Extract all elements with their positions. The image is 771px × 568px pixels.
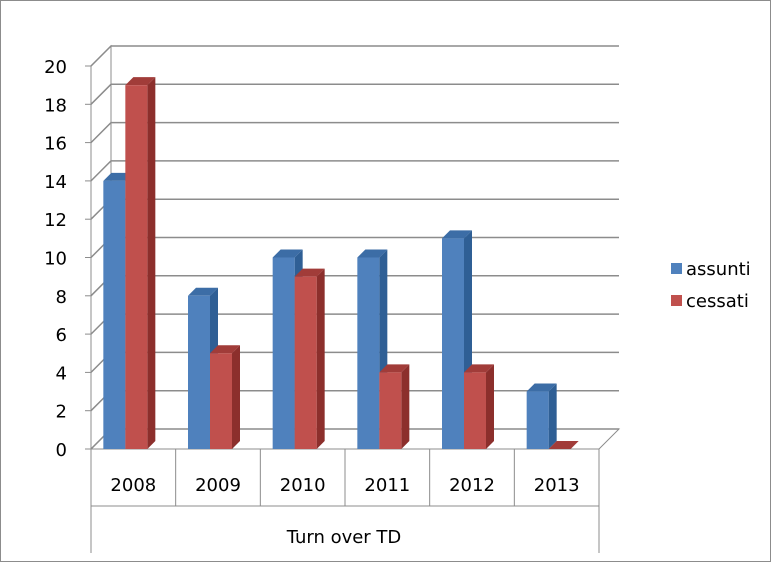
bar-front: [188, 295, 210, 449]
legend-label: cessati: [686, 291, 749, 312]
legend-swatch: [671, 263, 682, 274]
bar-top: [464, 364, 494, 373]
gridline: [90, 121, 619, 144]
y-tick-label: 6: [56, 325, 67, 346]
y-tick-label: 14: [44, 172, 67, 193]
bar-front: [464, 372, 486, 449]
y-tick-label: 2: [56, 402, 67, 423]
x-tick-label: 2008: [110, 475, 156, 496]
x-tick-label: 2012: [449, 475, 495, 496]
y-axis-tick-labels: 0 2 4 6 8 10 12 14 16 18 20: [44, 57, 67, 461]
bar: [548, 441, 579, 449]
gridline: [90, 45, 619, 67]
bar-top: [379, 364, 410, 373]
bar-front: [125, 85, 148, 450]
bar: [379, 364, 410, 449]
bar-front: [442, 238, 464, 449]
bar-top: [125, 77, 156, 86]
bar: [210, 345, 240, 449]
bar-front: [294, 276, 317, 449]
bar-top: [272, 249, 303, 258]
gridline: [90, 313, 619, 335]
bar-side: [316, 268, 325, 449]
bar-side: [548, 383, 557, 449]
x-axis: 2008 2009 2010 2011 2012 2013: [90, 449, 600, 553]
bar: [464, 364, 494, 449]
bar-top: [548, 441, 579, 449]
bar-side: [147, 77, 156, 450]
y-tick-label: 4: [56, 363, 67, 384]
bar-front: [526, 391, 549, 449]
bar-top: [188, 287, 218, 296]
gridline: [90, 83, 619, 105]
legend-swatch: [671, 295, 682, 306]
gridline: [90, 198, 619, 220]
y-tick-label: 8: [56, 287, 67, 308]
x-tick-label: 2011: [364, 475, 410, 496]
bar-top: [357, 249, 388, 258]
y-tick-label: 0: [56, 440, 67, 461]
bar-side: [401, 364, 410, 449]
bar-top: [526, 383, 557, 392]
bar-front: [210, 353, 232, 449]
legend: assunti cessati: [671, 259, 751, 312]
bar: [125, 77, 156, 450]
bar: [526, 383, 557, 449]
bar-top: [442, 230, 472, 239]
gridline: [90, 275, 619, 297]
bar-front: [272, 257, 295, 449]
bar-top: [210, 345, 240, 354]
y-tick-label: 12: [44, 210, 67, 231]
bar-top: [294, 268, 325, 277]
gridline: [90, 351, 619, 373]
legend-label: assunti: [686, 259, 751, 280]
y-tick-label: 20: [44, 57, 67, 78]
y-tick-label: 10: [44, 249, 67, 270]
bar-front: [357, 257, 380, 449]
y-tick-label: 18: [44, 95, 67, 116]
x-tick-label: 2013: [534, 475, 580, 496]
gridline: [90, 160, 619, 182]
category-group-label: Turn over TD: [286, 527, 402, 548]
bar-front: [379, 372, 402, 449]
bar-side: [232, 345, 240, 449]
bar-side: [486, 364, 494, 449]
bars: [103, 77, 579, 450]
y-tick-label: 16: [44, 134, 67, 155]
bar-front: [103, 180, 126, 449]
bar: [294, 268, 325, 449]
gridline: [90, 236, 619, 259]
x-tick-label: 2009: [195, 475, 241, 496]
x-tick-label: 2010: [280, 475, 326, 496]
